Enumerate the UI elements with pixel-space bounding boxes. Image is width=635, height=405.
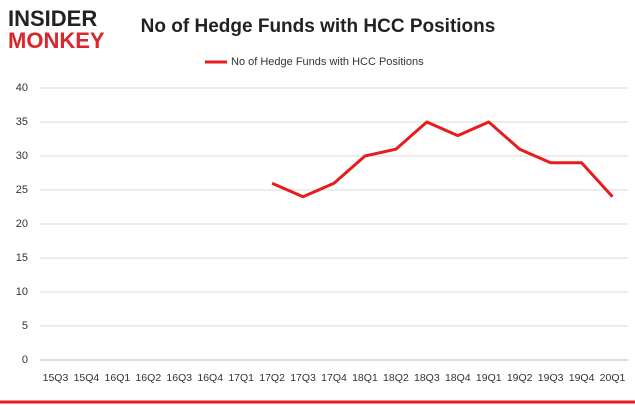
x-tick-label: 16Q4 <box>197 372 223 384</box>
x-tick-label: 15Q4 <box>74 372 100 384</box>
x-tick-label: 19Q1 <box>476 372 502 384</box>
x-tick-label: 19Q4 <box>569 372 595 384</box>
y-tick-label: 40 <box>16 82 28 94</box>
y-tick-label: 25 <box>16 184 28 196</box>
legend-label: No of Hedge Funds with HCC Positions <box>231 56 424 68</box>
x-tick-label: 15Q3 <box>43 372 69 384</box>
x-tick-label: 18Q1 <box>352 372 378 384</box>
y-tick-label: 15 <box>16 252 28 264</box>
x-tick-label: 16Q1 <box>105 372 131 384</box>
logo-line1: INSIDER <box>8 6 97 31</box>
y-tick-label: 35 <box>16 116 28 128</box>
y-tick-label: 5 <box>22 320 28 332</box>
x-tick-label: 16Q2 <box>135 372 161 384</box>
x-tick-label: 17Q3 <box>290 372 316 384</box>
y-tick-label: 20 <box>16 218 28 230</box>
y-tick-label: 30 <box>16 150 28 162</box>
x-tick-label: 18Q4 <box>445 372 471 384</box>
chart-title: No of Hedge Funds with HCC Positions <box>141 16 496 37</box>
x-tick-label: 16Q3 <box>166 372 192 384</box>
x-tick-label: 17Q4 <box>321 372 347 384</box>
x-tick-label: 17Q2 <box>259 372 285 384</box>
x-tick-label: 17Q1 <box>228 372 254 384</box>
x-tick-label: 20Q1 <box>600 372 626 384</box>
x-tick-label: 19Q3 <box>538 372 564 384</box>
logo-line2: MONKEY <box>8 28 105 53</box>
y-tick-label: 10 <box>16 286 28 298</box>
x-tick-label: 19Q2 <box>507 372 533 384</box>
data-line <box>271 120 614 199</box>
y-tick-label: 0 <box>22 354 28 366</box>
x-tick-label: 18Q3 <box>414 372 440 384</box>
x-tick-label: 18Q2 <box>383 372 409 384</box>
